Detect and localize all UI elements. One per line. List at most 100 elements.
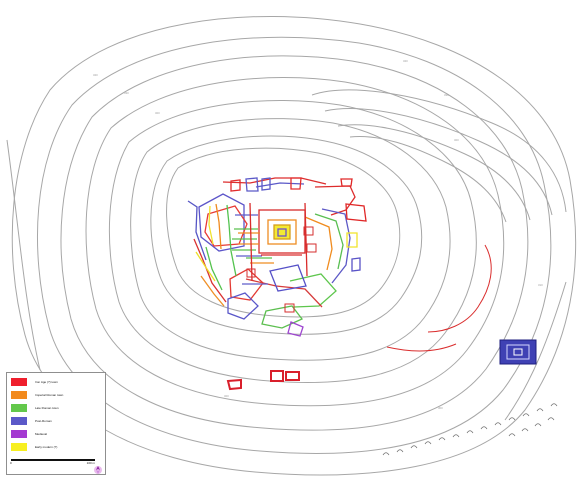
east-blue-fragment <box>351 257 361 272</box>
legend-swatch <box>11 404 27 412</box>
scale-bar-graphic <box>11 459 95 461</box>
faint-labels: 340 330 320 340 330 320 310 300 320 <box>93 59 543 410</box>
southwest-red <box>229 268 264 301</box>
scale-start-label: 0 <box>10 461 12 465</box>
south-blue-building <box>269 264 307 292</box>
contour-inner-1 <box>150 135 423 335</box>
legend-label: Iron Age (?) town <box>35 379 58 384</box>
contour-label-9: 320 <box>224 394 229 398</box>
contour-label-1: 340 <box>93 73 98 77</box>
center-orange-grid <box>238 232 274 264</box>
contour-valley-2 <box>324 108 553 216</box>
lower-purple <box>287 321 304 337</box>
outer-orange-west <box>200 275 225 307</box>
blue-building-outer <box>499 339 537 365</box>
legend-item: Imperial Roman town <box>11 390 101 400</box>
lower-green <box>261 305 304 329</box>
scale-bar: 0 100 m <box>10 457 97 471</box>
left-yellow-wall <box>208 205 214 245</box>
contour-label-6: 320 <box>454 138 459 142</box>
outer-blue-west <box>187 200 207 261</box>
contour-label-4: 340 <box>403 59 408 63</box>
southeast-building-complex <box>499 339 537 365</box>
east-wall-orange <box>304 216 333 271</box>
outer-yellow-west <box>195 251 216 282</box>
legend-label: Early modern (?) <box>35 444 58 449</box>
small-structure-3 <box>246 268 256 278</box>
legend-label: Post-Roman <box>35 418 52 423</box>
left-green-wall <box>226 204 237 277</box>
inner-red-lines <box>249 202 308 282</box>
central-core-yellow <box>273 224 291 240</box>
red-terrace-line-2 <box>386 343 457 352</box>
center-blue-grid <box>235 214 268 285</box>
west-enclosure <box>198 193 245 252</box>
contour-outer-1 <box>11 15 577 476</box>
legend-label: Imperial Roman town <box>35 392 64 397</box>
red-terrace-line <box>427 244 492 333</box>
red-wall-fragment-2 <box>270 370 300 382</box>
legend-label: Medieval <box>35 431 48 436</box>
east-wall-blue <box>321 208 351 284</box>
contour-lines <box>6 15 577 476</box>
blue-building-core <box>513 348 523 356</box>
legend-items: Iron Age (?) town Imperial Roman town La… <box>11 377 101 452</box>
blue-building-inner <box>506 344 530 360</box>
left-orange-wall <box>215 203 222 250</box>
north-arrow-icon <box>94 466 102 474</box>
contour-mid-3 <box>130 118 451 361</box>
map-legend: Iron Age (?) town Imperial Roman town La… <box>6 372 106 475</box>
southwest-blue <box>227 292 259 320</box>
legend-item: Iron Age (?) town <box>11 377 101 387</box>
tree-row-2 <box>508 417 555 437</box>
contour-outer-3 <box>60 55 529 431</box>
legend-swatch <box>11 417 27 425</box>
east-yellow-fragment <box>346 232 358 248</box>
legend-item: Late Roman town <box>11 403 101 413</box>
contour-label-2: 330 <box>124 91 129 95</box>
south-red <box>245 278 323 308</box>
north-wall-blue <box>255 182 305 188</box>
center-green-grid <box>232 228 272 259</box>
hillside-terrace-details <box>226 244 492 391</box>
small-structure-1 <box>303 226 314 236</box>
legend-swatch <box>11 391 27 399</box>
legend-swatch <box>11 443 27 451</box>
east-wall-green <box>314 213 344 270</box>
central-site-complex <box>187 177 367 337</box>
red-wall-fragment <box>226 378 242 391</box>
central-inner-orange <box>267 219 297 245</box>
small-structures <box>246 226 317 313</box>
contour-label-7: 310 <box>538 283 543 287</box>
contour-inner-2 <box>166 147 401 318</box>
central-main-square <box>258 209 306 254</box>
outer-red-west <box>193 238 227 303</box>
contour-valley-4 <box>349 136 507 223</box>
legend-item: Early modern (?) <box>11 442 101 452</box>
contour-left-ridge <box>6 139 41 371</box>
contour-label-3: 320 <box>155 111 160 115</box>
north-wall-red <box>222 177 327 185</box>
southeast-green <box>289 273 337 308</box>
contour-mid-2 <box>108 100 477 383</box>
contour-label-5: 330 <box>444 93 449 97</box>
contour-valley-1 <box>311 89 567 213</box>
legend-swatch <box>11 378 27 386</box>
north-purple-chain <box>245 177 271 192</box>
central-core-purple <box>277 228 287 237</box>
small-structure-4 <box>284 303 295 313</box>
scale-end-label: 100 m <box>86 461 95 465</box>
contour-mid-1 <box>85 77 505 407</box>
legend-label: Late Roman town <box>35 405 59 410</box>
legend-item: Medieval <box>11 429 101 439</box>
contour-label-8: 300 <box>438 406 443 410</box>
outer-green-west <box>205 246 223 291</box>
northeast-fragments <box>340 178 367 222</box>
small-structure-2 <box>306 243 317 253</box>
legend-item: Post-Roman <box>11 416 101 426</box>
contour-right-ridge <box>504 281 567 421</box>
legend-swatch <box>11 430 27 438</box>
tree-symbols <box>382 403 558 456</box>
